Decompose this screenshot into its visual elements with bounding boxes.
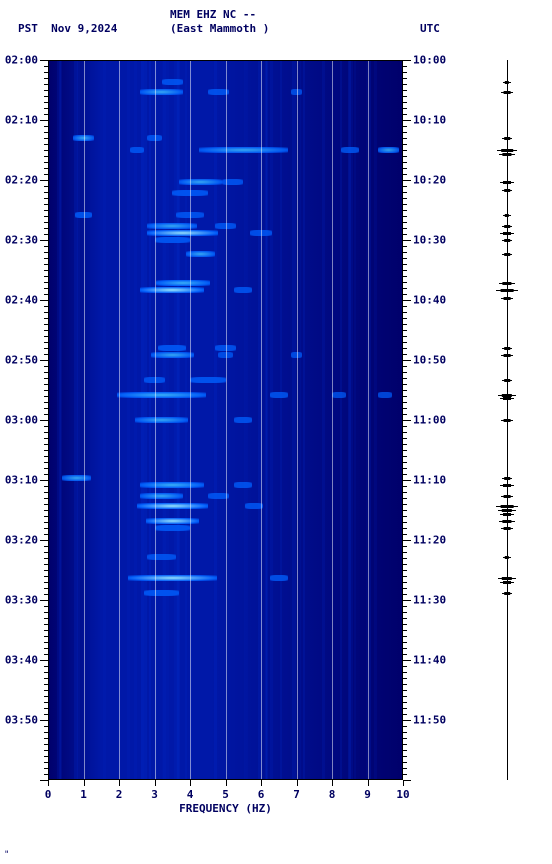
waveform-strip	[495, 60, 519, 780]
y-right-label: 11:40	[413, 654, 446, 667]
station-location: (East Mammoth )	[170, 22, 269, 35]
y-left-label: 02:10	[5, 114, 38, 127]
x-axis-label: FREQUENCY (HZ)	[179, 802, 272, 815]
x-tick-label: 8	[329, 788, 336, 801]
y-left-label: 03:50	[5, 714, 38, 727]
y-left-label: 03:10	[5, 474, 38, 487]
y-right-label: 10:10	[413, 114, 446, 127]
y-left-label: 02:20	[5, 174, 38, 187]
y-left-label: 02:50	[5, 354, 38, 367]
y-left-label: 03:20	[5, 534, 38, 547]
x-tick-label: 2	[116, 788, 123, 801]
y-left-label: 02:00	[5, 54, 38, 67]
x-tick-label: 9	[364, 788, 371, 801]
y-right-label: 11:50	[413, 714, 446, 727]
y-right-label: 10:50	[413, 354, 446, 367]
spectrogram-plot: 02:0002:1002:2002:3002:4002:5003:0003:10…	[48, 60, 403, 780]
left-tz-label: PST Nov 9,2024	[18, 22, 117, 35]
x-tick-label: 3	[151, 788, 158, 801]
y-left-label: 03:30	[5, 594, 38, 607]
y-right-label: 10:00	[413, 54, 446, 67]
corner-mark: "	[4, 850, 9, 860]
y-left-label: 02:40	[5, 294, 38, 307]
y-right-label: 11:30	[413, 594, 446, 607]
right-tz-label: UTC	[420, 22, 440, 35]
x-tick-label: 4	[187, 788, 194, 801]
date-label: Nov 9,2024	[51, 22, 117, 35]
x-tick-label: 0	[45, 788, 52, 801]
x-tick-label: 1	[80, 788, 87, 801]
station-code: MEM EHZ NC --	[170, 8, 256, 21]
y-right-label: 11:00	[413, 414, 446, 427]
y-right-label: 10:30	[413, 234, 446, 247]
x-tick-label: 10	[396, 788, 409, 801]
y-left-label: 03:00	[5, 414, 38, 427]
x-tick-label: 5	[222, 788, 229, 801]
y-left-label: 02:30	[5, 234, 38, 247]
y-right-label: 10:40	[413, 294, 446, 307]
x-tick-label: 7	[293, 788, 300, 801]
y-left-label: 03:40	[5, 654, 38, 667]
tz-left: PST	[18, 22, 38, 35]
y-right-label: 11:10	[413, 474, 446, 487]
y-right-label: 11:20	[413, 534, 446, 547]
x-tick-label: 6	[258, 788, 265, 801]
y-right-label: 10:20	[413, 174, 446, 187]
